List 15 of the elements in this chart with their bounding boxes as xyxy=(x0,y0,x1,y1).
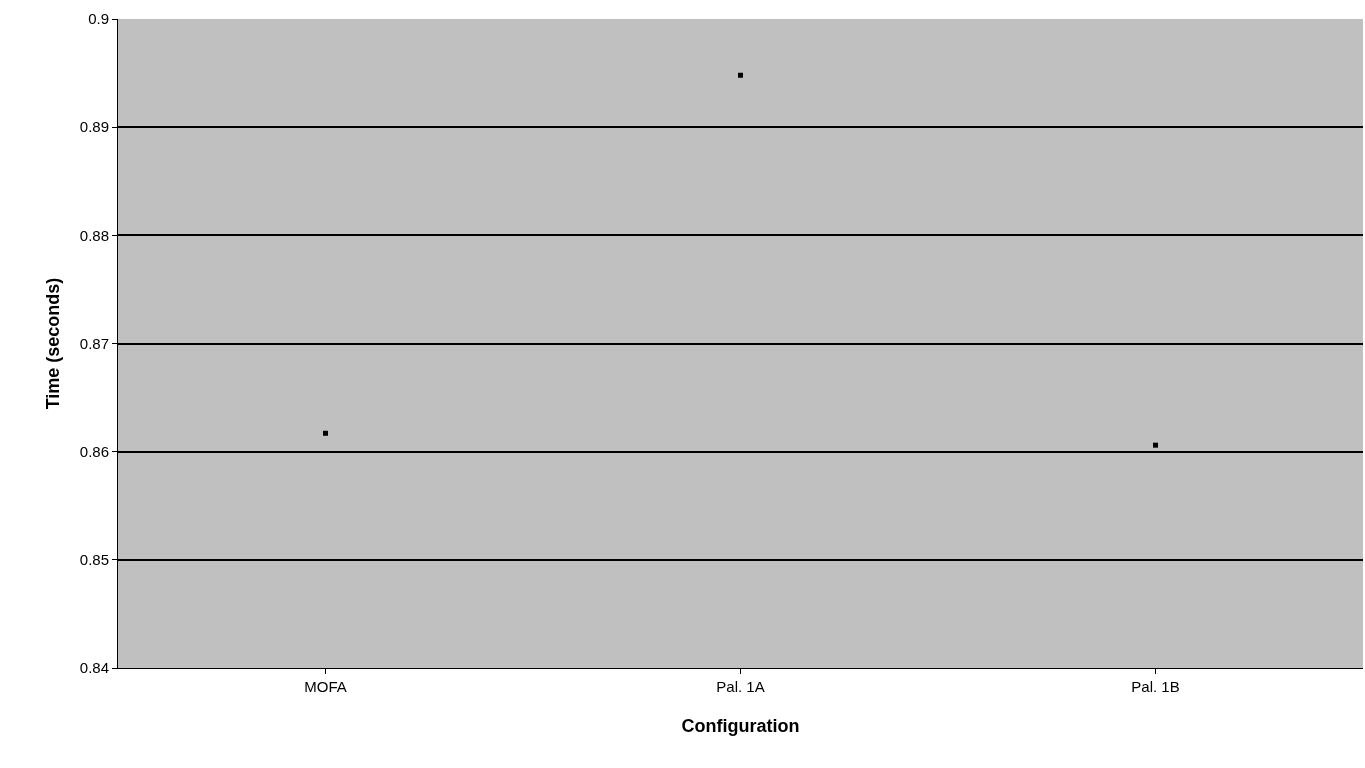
y-tick-label: 0.9 xyxy=(88,10,109,28)
point xyxy=(323,430,328,436)
y-tick-label: 0.84 xyxy=(79,659,109,677)
y-tick-label: 0.87 xyxy=(79,334,109,352)
y-tick-label: 0.86 xyxy=(79,442,109,460)
point xyxy=(1153,442,1158,448)
y-axis-title: Time (seconds) xyxy=(43,277,63,410)
y-tick-label: 0.88 xyxy=(79,226,109,244)
x-tick-label: Pal. 1B xyxy=(1131,678,1180,695)
y-tick-label: 0.85 xyxy=(79,551,109,569)
x-tick-label: MOFA xyxy=(304,678,347,695)
y-tick-label: 0.89 xyxy=(79,118,109,136)
point xyxy=(738,72,743,78)
x-tick-label: Pal. 1A xyxy=(716,678,765,695)
x-axis-title: Configuration xyxy=(681,716,800,737)
